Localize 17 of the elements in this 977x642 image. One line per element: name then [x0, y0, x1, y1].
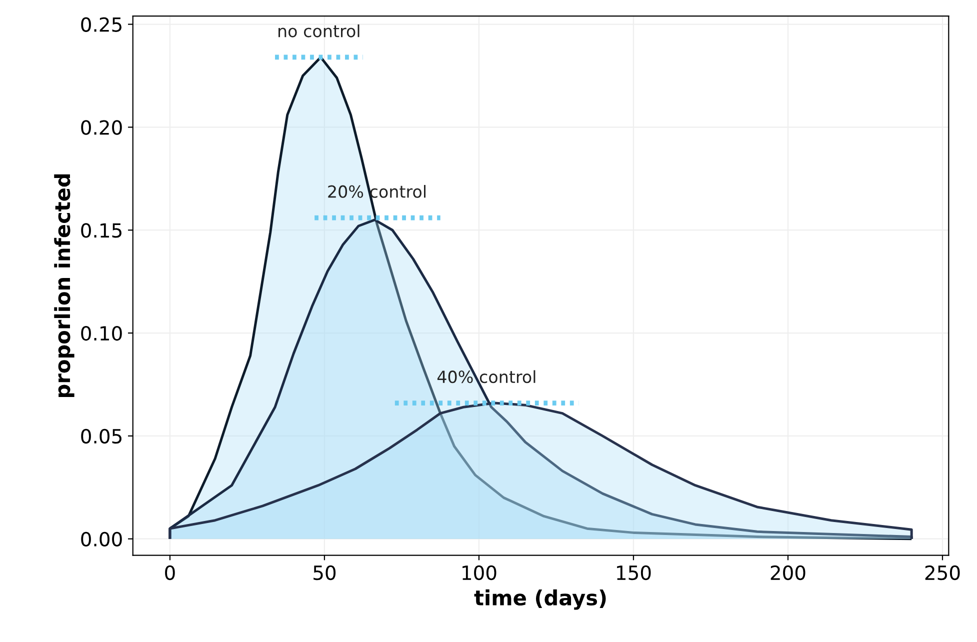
- x-axis-title: time (days): [474, 589, 606, 610]
- x-tick-label: 0: [165, 565, 175, 580]
- annotation: no control: [278, 24, 360, 38]
- y-tick-label: 0.10: [81, 326, 122, 341]
- x-tick-label: 200: [770, 565, 806, 580]
- annotation: 40% control: [437, 370, 536, 384]
- x-tick-label: 50: [314, 565, 336, 580]
- x-tick-label: 250: [925, 565, 960, 580]
- y-tick-label: 0.25: [81, 17, 122, 32]
- annotation: 20% control: [328, 184, 426, 198]
- x-tick-label: 100: [462, 565, 496, 580]
- y-tick-label: 0.15: [81, 223, 122, 238]
- y-tick-label: 0.20: [81, 120, 122, 135]
- x-tick-label: 150: [617, 565, 651, 580]
- y-axis-title: proporlion infected: [54, 174, 74, 398]
- y-tick-label: 0.00: [81, 532, 122, 547]
- y-tick-label: 0.05: [81, 428, 122, 444]
